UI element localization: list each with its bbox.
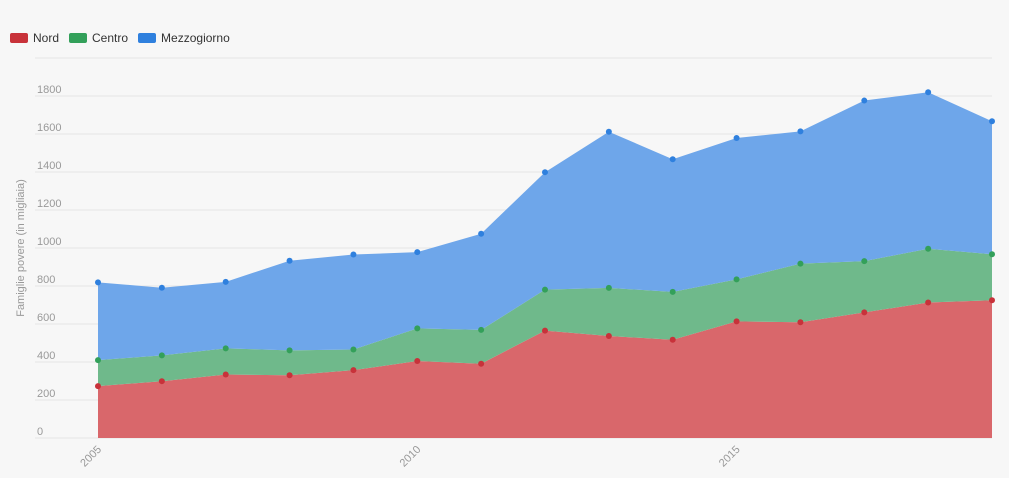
data-point-centro xyxy=(542,286,548,293)
data-point-mezzogiorno xyxy=(478,230,485,237)
data-point-nord xyxy=(158,378,165,385)
y-tick-label: 800 xyxy=(37,274,55,286)
data-point-nord xyxy=(861,309,868,316)
data-point-nord xyxy=(414,358,421,365)
y-tick-label: 1200 xyxy=(37,198,61,210)
data-point-mezzogiorno xyxy=(350,251,357,258)
x-tick-label: 2010 xyxy=(398,444,424,470)
data-point-centro xyxy=(286,347,293,354)
data-point-centro xyxy=(158,352,165,359)
data-point-mezzogiorno xyxy=(669,156,676,163)
y-tick-label: 400 xyxy=(37,350,55,362)
data-point-centro xyxy=(350,346,357,353)
data-point-nord xyxy=(95,383,101,390)
data-point-centro xyxy=(478,326,485,333)
data-point-mezzogiorno xyxy=(797,128,804,135)
area-centro xyxy=(98,248,992,387)
data-point-nord xyxy=(350,367,357,374)
y-axis-title: Famiglie povere (in migliaia) xyxy=(15,179,27,317)
data-point-centro xyxy=(861,258,868,265)
data-point-mezzogiorno xyxy=(95,279,101,286)
legend-swatch-nord xyxy=(10,33,28,43)
data-point-centro xyxy=(95,357,101,364)
data-point-mezzogiorno xyxy=(542,169,548,176)
data-point-nord xyxy=(797,319,804,326)
data-point-mezzogiorno xyxy=(414,249,421,256)
y-tick-label: 1600 xyxy=(37,122,61,134)
data-point-nord xyxy=(925,299,932,306)
legend-label-mezzogiorno: Mezzogiorno xyxy=(161,31,230,45)
x-axis-ticks: 2005 2010 2015 xyxy=(78,444,742,470)
data-point-nord xyxy=(542,327,548,334)
area-mezzogiorno xyxy=(98,92,992,361)
data-point-mezzogiorno xyxy=(158,284,165,291)
area-nord xyxy=(98,300,992,438)
y-tick-label: 0 xyxy=(37,426,43,438)
data-point-mezzogiorno xyxy=(925,89,932,96)
data-point-mezzogiorno xyxy=(733,134,740,141)
data-point-nord xyxy=(989,297,995,304)
y-tick-label: 1800 xyxy=(37,84,61,96)
y-tick-label: 200 xyxy=(37,388,55,400)
x-tick-label: 2015 xyxy=(717,444,743,470)
legend-label-centro: Centro xyxy=(92,31,129,45)
chart-legend: Nord Centro Mezzogiorno xyxy=(10,31,230,45)
data-point-centro xyxy=(925,245,932,252)
data-point-nord xyxy=(478,360,485,367)
data-point-centro xyxy=(605,284,612,291)
data-point-mezzogiorno xyxy=(861,97,868,104)
data-point-nord xyxy=(286,372,293,379)
legend-label-nord: Nord xyxy=(33,31,60,45)
data-point-centro xyxy=(669,288,676,295)
y-tick-label: 1400 xyxy=(37,160,61,172)
data-point-mezzogiorno xyxy=(222,278,229,285)
data-points xyxy=(95,89,995,390)
legend-item-centro[interactable]: Centro xyxy=(69,31,128,45)
x-tick-label: 2005 xyxy=(78,444,104,470)
legend-swatch-mezzogiorno xyxy=(138,33,157,43)
data-point-centro xyxy=(989,251,995,258)
y-tick-label: 1000 xyxy=(37,236,61,248)
area-series xyxy=(98,92,992,438)
data-point-centro xyxy=(222,345,229,352)
data-point-nord xyxy=(733,318,740,325)
legend-item-mezzogiorno[interactable]: Mezzogiorno xyxy=(138,31,230,45)
data-point-mezzogiorno xyxy=(989,118,995,125)
data-point-centro xyxy=(797,260,804,267)
y-axis-ticks: 0 200 400 600 800 1000 1200 1400 1600 1800 xyxy=(37,84,61,438)
legend-swatch-centro xyxy=(69,33,88,43)
data-point-centro xyxy=(733,276,740,283)
data-point-mezzogiorno xyxy=(286,257,293,264)
data-point-nord xyxy=(669,336,676,343)
y-tick-label: 600 xyxy=(37,312,55,324)
data-point-nord xyxy=(605,332,612,339)
legend-item-nord[interactable]: Nord xyxy=(10,31,59,45)
data-point-nord xyxy=(222,371,229,378)
data-point-centro xyxy=(414,325,421,332)
data-point-mezzogiorno xyxy=(605,128,612,135)
